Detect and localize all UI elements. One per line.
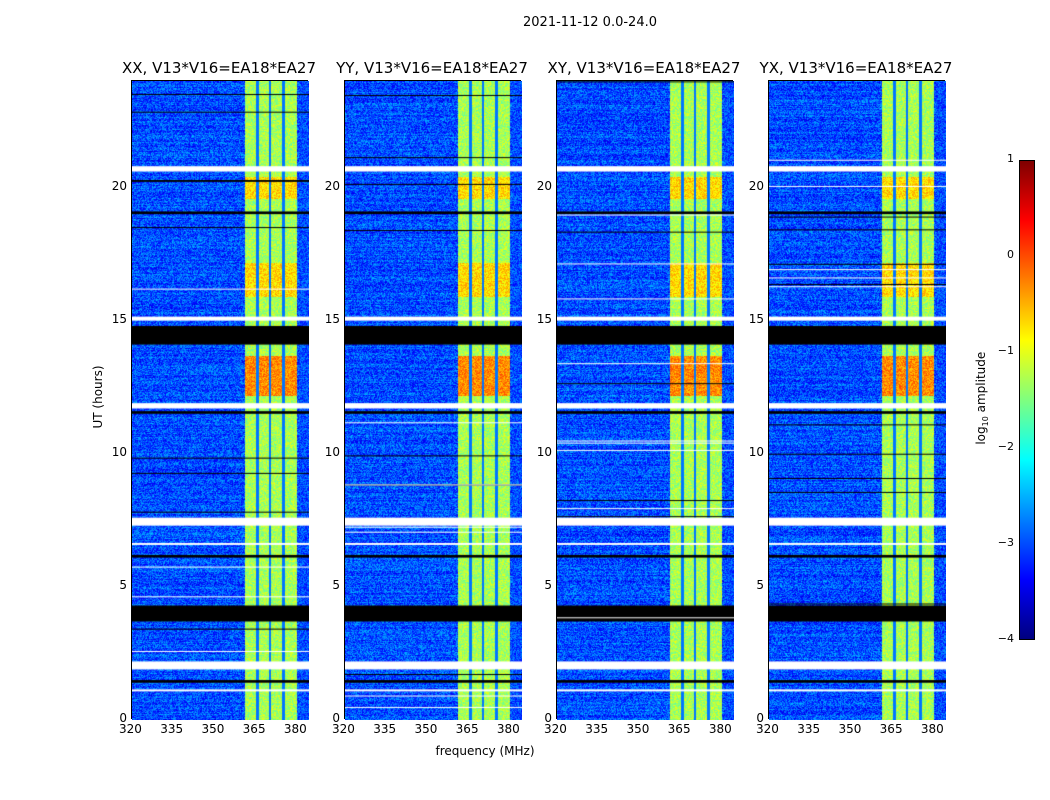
x-tick-label: 350 [201, 722, 225, 736]
colorbar-tick-label: −1 [997, 344, 1014, 357]
y-tick-label: 5 [544, 577, 552, 592]
x-tick-label: 365 [242, 722, 266, 736]
heatmap-cells [769, 81, 946, 720]
panel-title: XX, V13*V16=EA18*EA27 [121, 59, 316, 77]
x-tick-label: 350 [626, 722, 650, 736]
y-tick-label: 0 [332, 711, 340, 725]
x-tick-label: 380 [496, 722, 520, 736]
x-tick-label: 365 [879, 722, 903, 736]
x-tick-label: 335 [585, 722, 609, 736]
x-tick-label: 365 [455, 722, 479, 736]
x-tick-label: 335 [373, 722, 397, 736]
x-tick-label: 335 [797, 722, 821, 736]
y-tick-label: 10 [324, 444, 340, 459]
x-tick-label: 380 [283, 722, 307, 736]
y-tick-label: 20 [111, 178, 127, 193]
y-tick-label: 5 [119, 577, 127, 592]
y-tick-label: 15 [536, 311, 552, 326]
y-tick-label: 20 [536, 178, 552, 193]
y-tick-label: 10 [536, 444, 552, 459]
waterfall-panel [556, 80, 734, 720]
y-tick-label: 15 [324, 311, 340, 326]
heatmap-cells [345, 81, 522, 720]
x-tick-label: 320 [119, 722, 142, 736]
x-tick-label: 320 [756, 722, 779, 736]
heatmap-cells [132, 81, 309, 720]
y-tick-label: 0 [756, 711, 764, 725]
colorbar-tick-label: −2 [997, 440, 1014, 453]
waterfall-panel [344, 80, 522, 720]
colorbar [1019, 160, 1035, 640]
x-tick-label: 380 [920, 722, 944, 736]
x-tick-label: 335 [160, 722, 184, 736]
x-axis-label: frequency (MHz) [435, 744, 535, 758]
colorbar-label: log10 amplitude [973, 351, 991, 445]
panel-title: XY, V13*V16=EA18*EA27 [547, 59, 741, 77]
y-tick-label: 10 [111, 444, 127, 459]
y-tick-label: 5 [332, 577, 340, 592]
waterfall-panel [131, 80, 309, 720]
colorbar-tick-label: −3 [997, 536, 1014, 549]
colorbar-tick-label: 0 [1007, 248, 1014, 261]
y-tick-label: 20 [324, 178, 340, 193]
y-tick-label: 5 [756, 577, 764, 592]
y-tick-label: 0 [119, 711, 127, 725]
x-tick-label: 320 [332, 722, 355, 736]
y-tick-label: 15 [111, 311, 127, 326]
heatmap-cells [557, 81, 734, 720]
y-tick-label: 15 [748, 311, 764, 326]
panel-title: YX, V13*V16=EA18*EA27 [759, 59, 953, 77]
y-tick-label: 10 [748, 444, 764, 459]
x-tick-label: 380 [708, 722, 732, 736]
colorbar-tick-label: 1 [1007, 152, 1014, 165]
x-tick-label: 350 [414, 722, 438, 736]
waterfall-panel [768, 80, 946, 720]
x-tick-label: 350 [838, 722, 862, 736]
figure-title: 2021-11-12 0.0-24.0 [523, 15, 657, 30]
colorbar-tick-label: −4 [997, 632, 1014, 645]
x-tick-label: 365 [667, 722, 691, 736]
panel-title: YY, V13*V16=EA18*EA27 [336, 59, 528, 77]
y-tick-label: 0 [544, 711, 552, 725]
y-tick-label: 20 [748, 178, 764, 193]
y-axis-label: UT (hours) [91, 365, 105, 429]
x-tick-label: 320 [544, 722, 567, 736]
